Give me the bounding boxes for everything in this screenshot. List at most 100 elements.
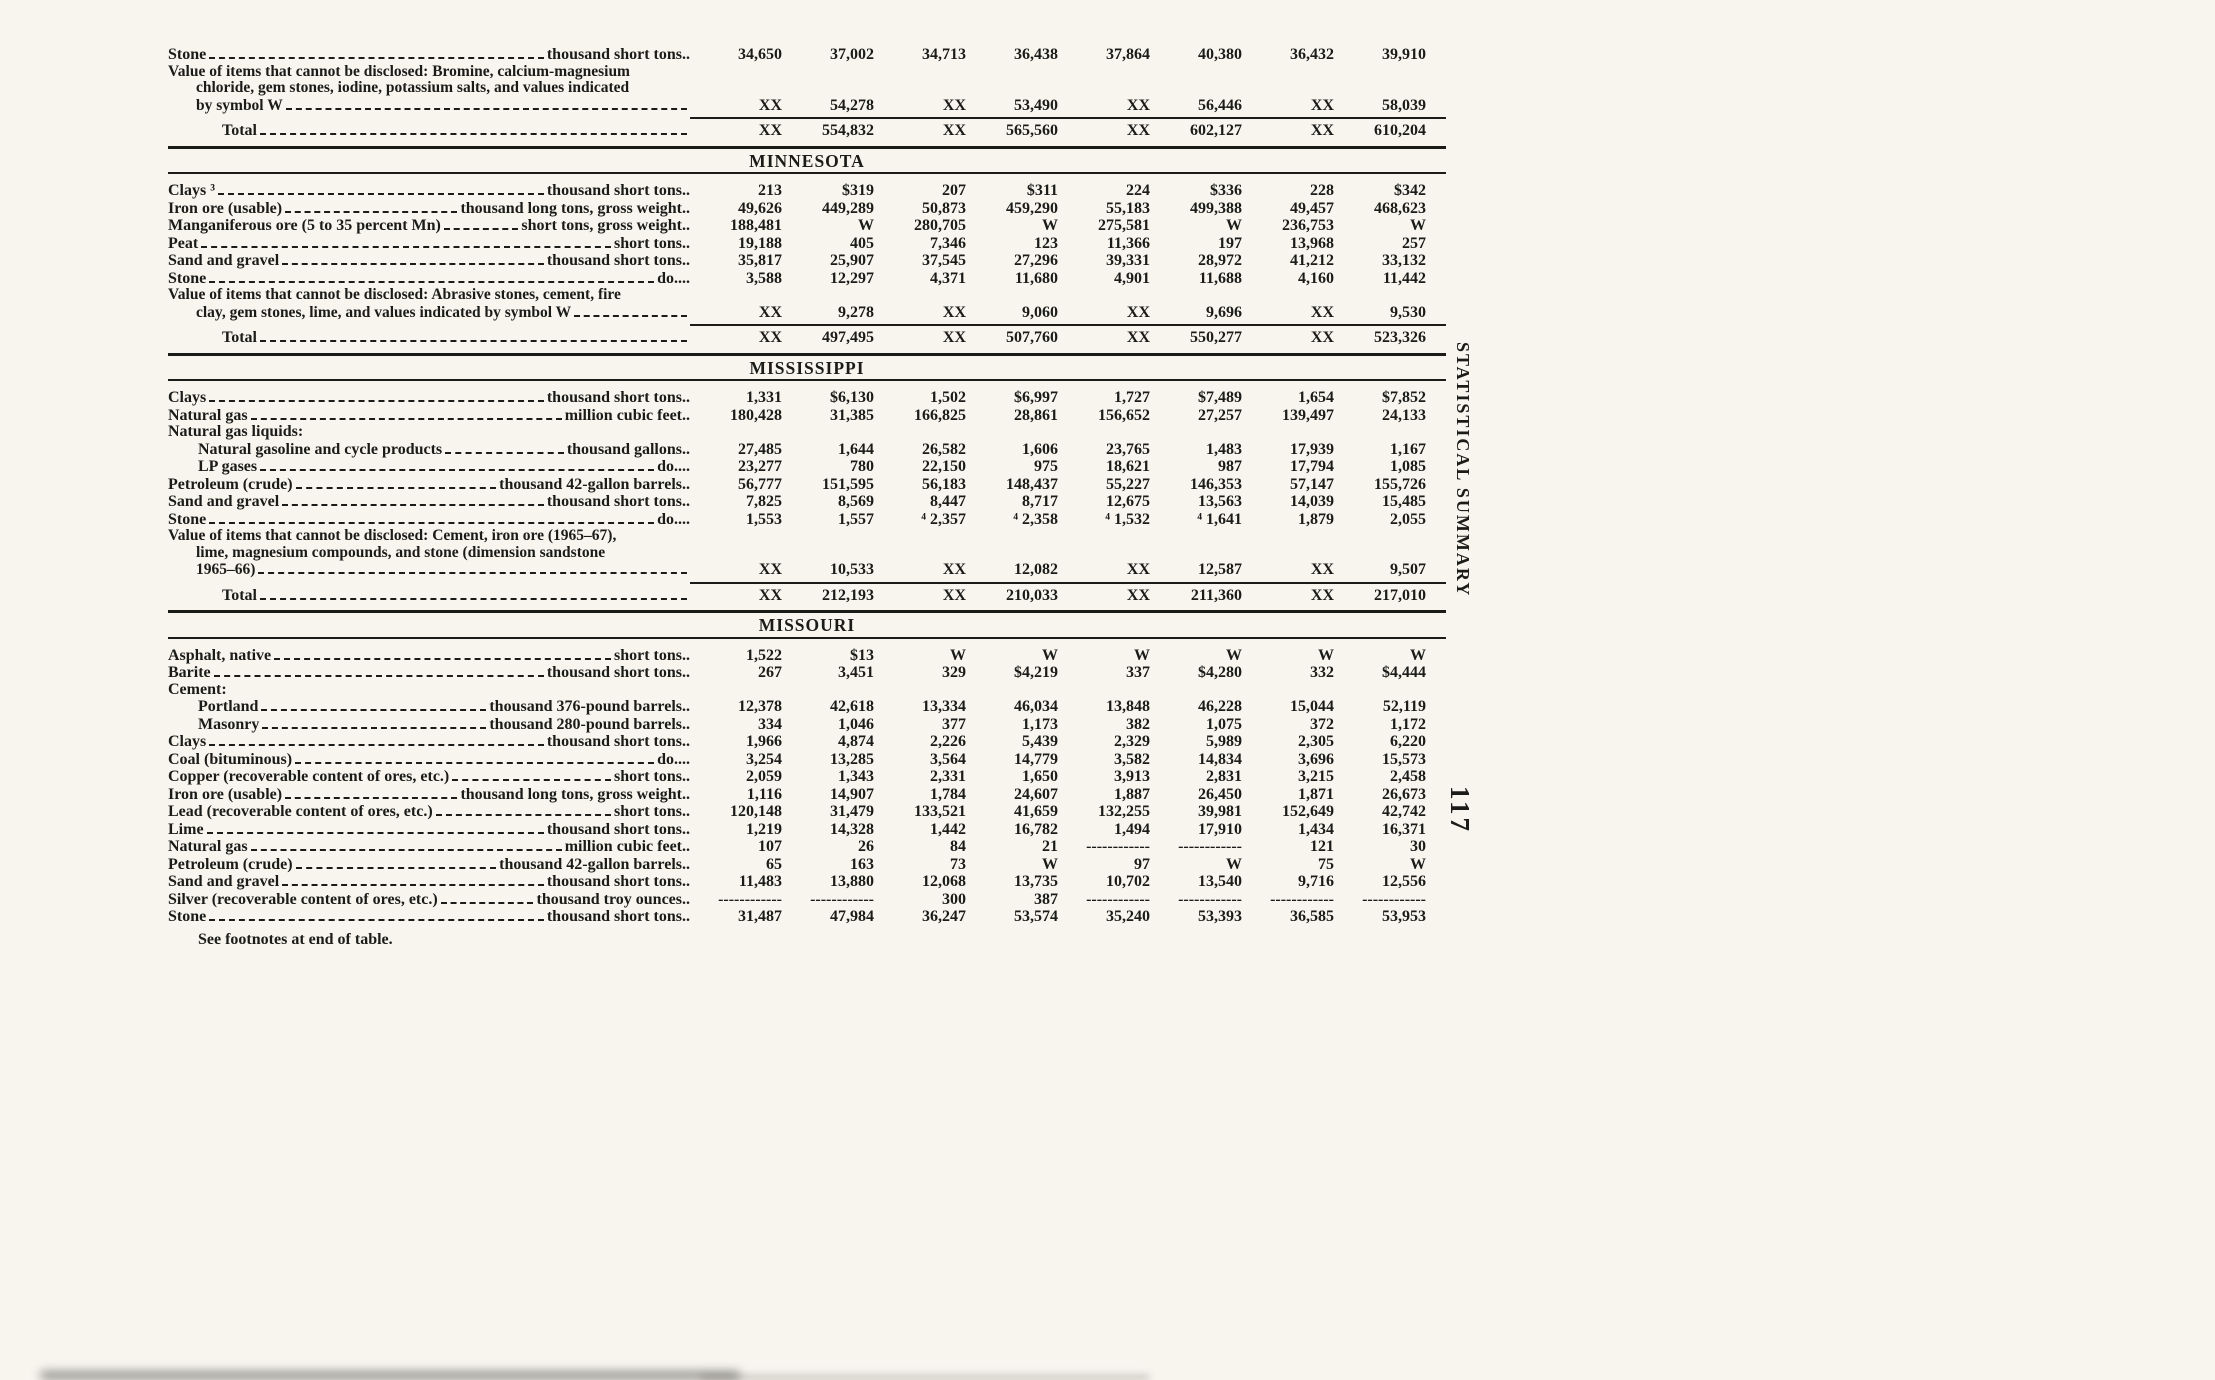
- row-unit: thousand 376-pound barrels..: [489, 698, 690, 715]
- row-label-text: Masonry: [198, 715, 260, 733]
- value-cell: 1,075: [1206, 715, 1242, 733]
- value-cell: 155,726: [1374, 475, 1426, 493]
- value-cell: 1,553: [746, 510, 782, 528]
- row-label-text: Asphalt, native: [168, 646, 272, 664]
- table-row: LP gases do.... 23,277 780 22,150 975 18,621 98…: [168, 458, 1446, 476]
- value-cell: 50,873: [922, 199, 966, 217]
- value-cell: ⁴ 2,357: [921, 510, 966, 528]
- value-cell: 23,277: [738, 458, 782, 475]
- value-cell: 210,033: [1006, 586, 1058, 604]
- value-cell: 211,360: [1190, 586, 1242, 604]
- value-cell: 1,887: [1114, 785, 1150, 803]
- state-section-header: MINNESOTA: [168, 145, 1446, 174]
- row-label: Clays thousand short tons..: [168, 389, 690, 407]
- state-name: MISSOURI: [758, 615, 856, 635]
- dot-leader: [261, 698, 487, 711]
- section-bottom-rule: [168, 379, 1446, 381]
- value-cell: 54,278: [830, 96, 874, 114]
- dot-leader: [209, 46, 544, 59]
- value-cell: 27,485: [738, 440, 782, 458]
- value-cell: 10,702: [1106, 873, 1150, 890]
- row-label-text: Clays: [168, 733, 207, 750]
- value-cell: 11,680: [1014, 269, 1058, 287]
- value-cell: 27,296: [1014, 252, 1058, 269]
- scan-artifact: [700, 1375, 1150, 1380]
- value-cell: 180,428: [730, 406, 782, 424]
- table-row: Silver (recoverable content of ores, etc…: [168, 891, 1446, 909]
- value-cell: 1,502: [930, 389, 966, 406]
- value-cell: 28,972: [1198, 252, 1242, 269]
- value-cell: ------------: [1362, 890, 1426, 908]
- value-cell: 18,621: [1106, 458, 1150, 475]
- row-label: Clays thousand short tons..: [168, 733, 690, 751]
- value-cell: 107: [758, 838, 782, 855]
- value-cell: 197: [1218, 234, 1242, 252]
- section-top-rule: [168, 352, 1446, 356]
- row-label-text: Barite: [168, 664, 211, 681]
- value-cell: 41,659: [1014, 803, 1058, 820]
- value-cell: 1,871: [1298, 785, 1334, 803]
- dot-leader: [295, 751, 655, 764]
- value-cell: 14,834: [1198, 750, 1242, 768]
- table-row: Coal (bituminous) do.... 3,254 13,285 3,564 1…: [168, 751, 1446, 769]
- value-cell: 1,483: [1206, 440, 1242, 458]
- value-cell: W: [1042, 217, 1058, 234]
- value-cell: 1,046: [838, 715, 874, 733]
- value-cell: 975: [1034, 458, 1058, 475]
- value-cell: 1,644: [838, 440, 874, 458]
- value-cell: 163: [850, 855, 874, 873]
- value-cell: W: [1042, 855, 1058, 873]
- dot-leader: [209, 733, 544, 746]
- row-unit: thousand short tons..: [546, 820, 690, 838]
- value-cell: 14,039: [1290, 493, 1334, 510]
- value-cell: $342: [1394, 182, 1426, 199]
- row-unit: short tons..: [613, 803, 690, 820]
- value-cell: 6,220: [1390, 733, 1426, 750]
- dot-leader: [285, 97, 687, 110]
- row-label: Lime thousand short tons..: [168, 821, 690, 839]
- section-top-rule: [168, 145, 1446, 149]
- row-unit: thousand gallons..: [566, 440, 690, 458]
- table-row: Petroleum (crude) thousand 42-gallon barr…: [168, 856, 1446, 874]
- table-row: Total XX 554,832 XX 565,560 XX 602,127 XX 610,20…: [168, 119, 1446, 144]
- value-cell: 1,173: [1022, 715, 1058, 733]
- value-cell: ⁴ 1,532: [1105, 510, 1150, 528]
- value-cell: 459,290: [1006, 199, 1058, 217]
- row-label-text: Silver (recoverable content of ores, etc…: [168, 890, 438, 908]
- table-footnote: See footnotes at end of table.: [198, 930, 393, 948]
- value-cell: 497,495: [822, 329, 874, 346]
- value-cell: 26,673: [1382, 785, 1426, 803]
- row-unit: thousand short tons..: [546, 46, 690, 63]
- table-row: Cement:: [168, 682, 1446, 699]
- dot-leader: [445, 441, 564, 454]
- value-cell: 13,848: [1106, 698, 1150, 715]
- value-cell: $4,444: [1382, 664, 1426, 681]
- row-unit: thousand long tons, gross weight..: [460, 785, 690, 803]
- value-cell: ------------: [718, 890, 782, 908]
- table-row: Copper (recoverable content of ores, etc…: [168, 768, 1446, 786]
- row-label: Clays ³ thousand short tons..: [168, 182, 690, 200]
- total-separator-rule: [690, 324, 1446, 326]
- value-cell: 188,481: [730, 217, 782, 234]
- value-cell: ⁴ 2,358: [1013, 510, 1058, 528]
- dot-leader: [218, 182, 544, 195]
- value-cell: 449,289: [822, 199, 874, 217]
- row-label-text: Iron ore (usable): [168, 199, 283, 217]
- value-cell: 337: [1126, 664, 1150, 681]
- row-label: Total: [168, 329, 690, 347]
- row-label: Portland thousand 376-pound barrels..: [168, 698, 690, 716]
- value-cell: XX: [942, 303, 966, 321]
- value-cell: $7,852: [1382, 389, 1426, 406]
- row-unit: do....: [657, 458, 690, 475]
- table-row: Asphalt, native short tons.. 1,522 $13 W W W W W…: [168, 647, 1446, 665]
- row-label: Stone do....: [168, 270, 690, 288]
- value-cell: 405: [850, 234, 874, 252]
- table-row: Value of items that cannot be disclosed:…: [168, 64, 1446, 115]
- value-cell: 41,212: [1290, 252, 1334, 269]
- value-cell: 14,907: [830, 785, 874, 803]
- dot-leader: [440, 891, 534, 904]
- value-cell: 56,446: [1198, 96, 1242, 114]
- value-cell: 3,588: [746, 269, 782, 287]
- value-cell: 34,713: [922, 46, 966, 63]
- table-row: Total XX 212,193 XX 210,033 XX 211,360 XX 217,01…: [168, 584, 1446, 609]
